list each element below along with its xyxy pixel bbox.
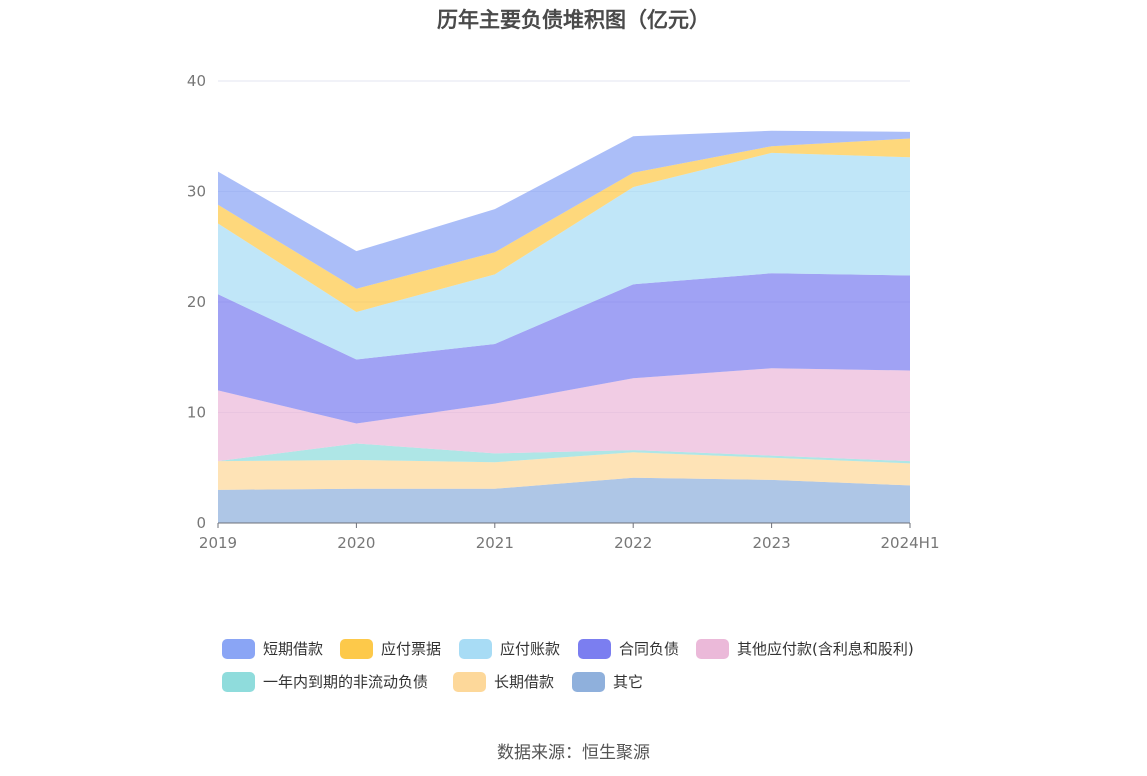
area-应付票据 [218,138,910,312]
legend-item-short-term-loans[interactable]: 短期借款 [222,638,323,659]
data-source: 数据来源：恒生聚源 [497,743,650,763]
legend-item-others[interactable]: 其它 [572,671,643,692]
y-tick-label: 0 [196,514,206,532]
legend-label: 一年内到期的非流动负债 [263,673,429,691]
x-tick-label: 2023 [753,534,791,552]
legend-label: 其他应付款(含利息和股利) [737,640,914,658]
legend-item-accounts-payable[interactable]: 应付账款 [459,638,560,659]
legend-swatch [578,638,611,659]
legend-label: 应付账款 [500,640,561,658]
x-tick-label: 2022 [614,534,652,552]
legend-swatch [340,638,373,659]
legend-item-contract-liabilities[interactable]: 合同负债 [578,638,679,659]
x-tick-label: 2019 [199,534,237,552]
x-tick-label: 2024H1 [881,534,940,552]
legend-swatch [222,671,255,692]
legend-label: 应付票据 [381,640,442,658]
legend-swatch [459,638,492,659]
chart-title: 历年主要负债堆积图（亿元） [437,8,710,32]
y-tick-label: 20 [187,293,206,311]
area-短期借款 [218,130,910,289]
legend-label: 短期借款 [263,640,324,658]
stacked-area-chart: 0 10 20 30 40 2019 2020 2021 2022 2023 2024H1 [187,72,940,552]
legend-swatch [453,671,486,692]
area-series [218,130,910,523]
legend-swatch [572,671,605,692]
legend-swatch [222,638,255,659]
legend-label: 其它 [613,673,644,691]
x-tick-label: 2020 [337,534,375,552]
area-一年内到期的非流动负债 [218,443,910,464]
legend-item-current-noncurrent-liabilities[interactable]: 一年内到期的非流动负债 [222,671,428,692]
area-长期借款 [218,452,910,490]
area-其它 [218,477,910,523]
legend-item-other-payables[interactable]: 其他应付款(含利息和股利) [696,638,914,659]
y-tick-label: 10 [187,404,206,422]
y-tick-label: 40 [187,72,206,90]
legend-label: 长期借款 [494,673,555,691]
y-tick-label: 30 [187,183,206,201]
area-其他应付款(含利息和股利) [218,368,910,462]
area-合同负债 [218,273,910,424]
axes: 0 10 20 30 40 2019 2020 2021 2022 2023 2024H1 [187,72,940,552]
legend-swatch [696,638,729,659]
x-tick-label: 2021 [476,534,514,552]
area-应付账款 [218,152,910,360]
legend-label: 合同负债 [619,640,680,658]
legend-item-long-term-loans[interactable]: 长期借款 [453,671,554,692]
legend-item-notes-payable[interactable]: 应付票据 [340,638,441,659]
